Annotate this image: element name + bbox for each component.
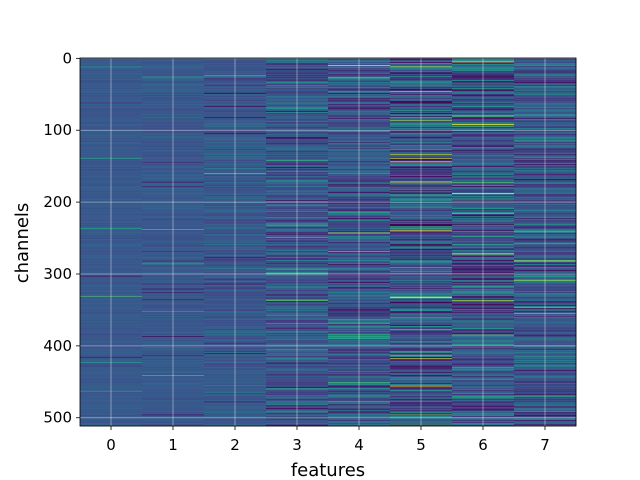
x-tick-label: 4 — [354, 436, 364, 454]
y-tick-label: 500 — [43, 409, 72, 427]
axes-frame — [79, 57, 577, 427]
x-tick-label: 3 — [292, 436, 302, 454]
grid-lines — [80, 57, 576, 426]
x-tick-label: 6 — [478, 436, 488, 454]
y-tick-label: 100 — [43, 121, 72, 139]
x-tick-4: 4 — [354, 426, 364, 454]
x-tick-6: 6 — [478, 426, 488, 454]
x-tick-label: 7 — [540, 436, 550, 454]
x-axis-ticks: 0 1 2 3 4 5 6 7 — [106, 426, 550, 454]
y-tick-400: 400 — [43, 337, 80, 355]
x-tick-3: 3 — [292, 426, 302, 454]
plot-area — [80, 58, 577, 427]
x-tick-1: 1 — [168, 426, 178, 454]
y-tick-label: 300 — [43, 265, 72, 283]
y-tick-100: 100 — [43, 121, 80, 139]
x-tick-label: 5 — [416, 436, 426, 454]
y-tick-label: 200 — [43, 193, 72, 211]
x-tick-7: 7 — [540, 426, 550, 454]
y-tick-300: 300 — [43, 265, 80, 283]
y-tick-200: 200 — [43, 193, 80, 211]
x-tick-2: 2 — [230, 426, 240, 454]
x-tick-label: 2 — [230, 436, 240, 454]
x-tick-label: 0 — [106, 436, 116, 454]
x-tick-5: 5 — [416, 426, 426, 454]
x-tick-0: 0 — [106, 426, 116, 454]
y-tick-label: 0 — [62, 49, 72, 67]
y-tick-0: 0 — [62, 49, 80, 67]
y-tick-500: 500 — [43, 409, 80, 427]
y-axis-ticks: 0 100 200 300 400 500 — [43, 49, 80, 427]
x-axis-label: features — [291, 460, 365, 480]
y-axis-label: channels — [12, 203, 33, 284]
x-tick-label: 1 — [168, 436, 178, 454]
y-tick-label: 400 — [43, 337, 72, 355]
